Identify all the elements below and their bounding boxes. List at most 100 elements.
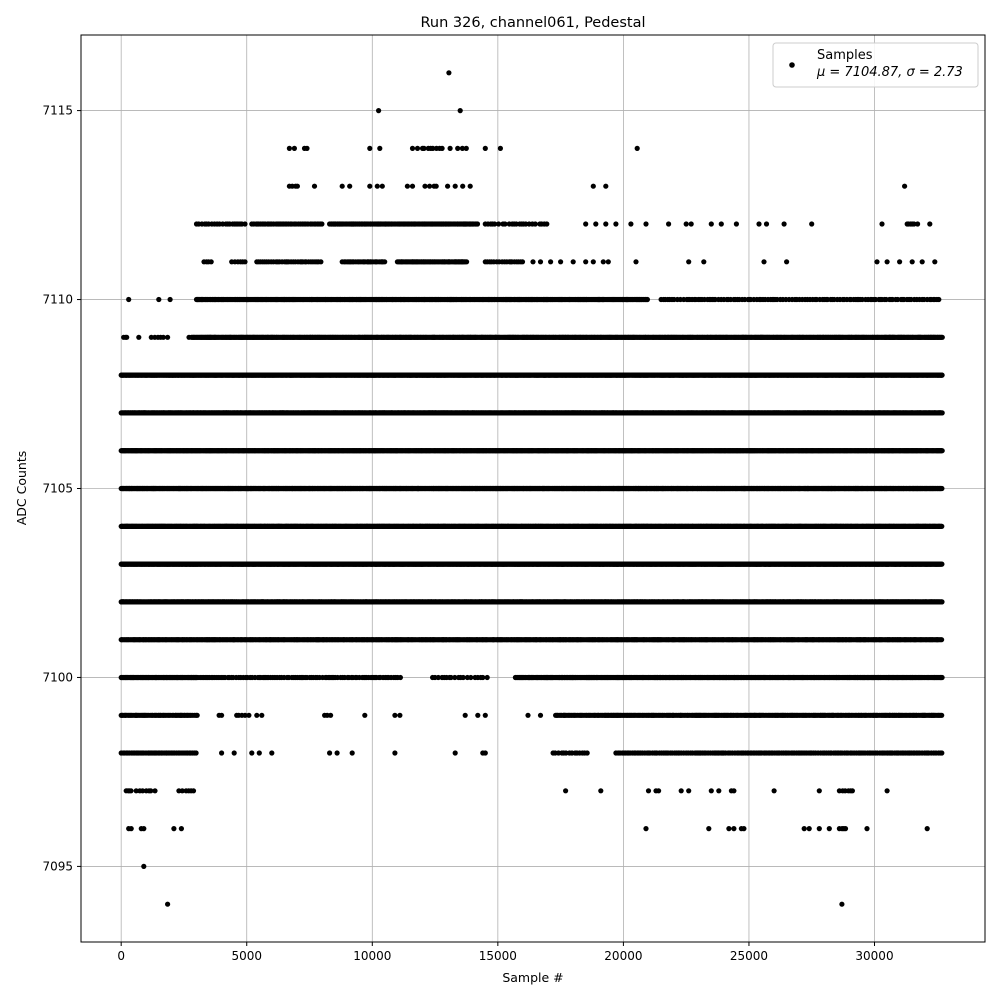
data-point <box>688 221 694 227</box>
data-point <box>404 183 410 189</box>
data-point <box>911 221 917 227</box>
data-point <box>497 145 503 151</box>
data-point <box>291 145 297 151</box>
data-point <box>633 259 639 265</box>
data-point <box>492 221 498 227</box>
data-point <box>605 259 611 265</box>
data-point <box>544 221 550 227</box>
data-point <box>603 183 609 189</box>
data-point <box>379 183 385 189</box>
data-point <box>874 259 880 265</box>
data-point <box>634 145 640 151</box>
data-point <box>457 108 463 114</box>
data-point <box>242 221 248 227</box>
data-point <box>427 183 433 189</box>
data-point <box>464 259 470 265</box>
data-point <box>763 221 770 227</box>
data-point <box>374 183 380 189</box>
data-point <box>482 145 488 151</box>
data-point <box>124 334 130 340</box>
data-point <box>708 221 714 227</box>
data-point <box>459 145 465 151</box>
data-point <box>452 183 458 189</box>
data-point <box>339 183 345 189</box>
data-point <box>718 221 724 227</box>
data-point <box>909 259 915 265</box>
data-point <box>532 221 538 227</box>
data-point <box>463 145 469 151</box>
data-point <box>897 259 903 265</box>
data-point <box>347 183 353 189</box>
data-point <box>583 221 589 227</box>
data-point <box>530 259 536 265</box>
data-point <box>445 183 451 189</box>
data-point <box>761 259 767 265</box>
data-point <box>809 221 815 227</box>
data-point <box>439 145 445 151</box>
data-point <box>376 108 382 114</box>
data-point <box>160 334 166 340</box>
data-point <box>433 183 439 189</box>
data-point <box>927 221 933 227</box>
data-point <box>467 183 473 189</box>
data-point <box>455 145 461 151</box>
data-point <box>294 183 300 189</box>
data-point <box>377 145 383 151</box>
data-point <box>781 221 787 227</box>
data-point <box>430 145 436 151</box>
data-points <box>118 70 945 907</box>
data-point <box>919 259 925 265</box>
data-point <box>590 183 596 189</box>
data-point <box>884 259 890 265</box>
data-point <box>756 221 762 227</box>
data-point <box>367 145 373 151</box>
data-point <box>613 221 619 227</box>
data-point <box>939 410 945 416</box>
data-point <box>644 296 651 303</box>
data-point <box>208 259 214 265</box>
data-point <box>939 334 945 340</box>
data-point <box>570 259 576 265</box>
data-point <box>915 221 921 227</box>
data-point <box>367 183 373 189</box>
data-point <box>936 296 942 303</box>
data-point <box>666 221 672 227</box>
data-point <box>784 259 790 265</box>
data-point <box>414 145 421 151</box>
data-point <box>902 183 908 189</box>
data-point <box>167 296 173 303</box>
data-point <box>519 259 526 265</box>
data-point <box>537 259 544 265</box>
data-point <box>558 259 564 265</box>
data-point <box>242 259 248 265</box>
data-point <box>939 372 945 378</box>
data-point <box>548 259 554 265</box>
data-point <box>382 259 388 265</box>
data-point <box>496 221 502 227</box>
data-point <box>603 221 609 227</box>
data-point <box>686 259 692 265</box>
data-point <box>683 221 689 227</box>
data-point <box>318 259 324 265</box>
data-point <box>304 145 310 151</box>
data-point <box>701 259 707 265</box>
data-point <box>136 334 142 340</box>
data-point <box>932 259 938 265</box>
data-point <box>409 145 416 151</box>
data-point <box>600 259 606 265</box>
data-point <box>319 221 325 227</box>
data-point <box>474 221 481 227</box>
data-point <box>311 183 318 189</box>
data-point <box>446 70 452 76</box>
data-point <box>460 183 466 189</box>
data-point <box>643 221 649 227</box>
data-point <box>590 259 596 265</box>
data-point <box>409 183 416 189</box>
data-point <box>286 145 292 151</box>
data-point <box>879 221 885 227</box>
data-point <box>583 259 589 265</box>
data-point <box>502 221 508 227</box>
data-point <box>628 221 634 227</box>
data-point <box>733 221 740 227</box>
